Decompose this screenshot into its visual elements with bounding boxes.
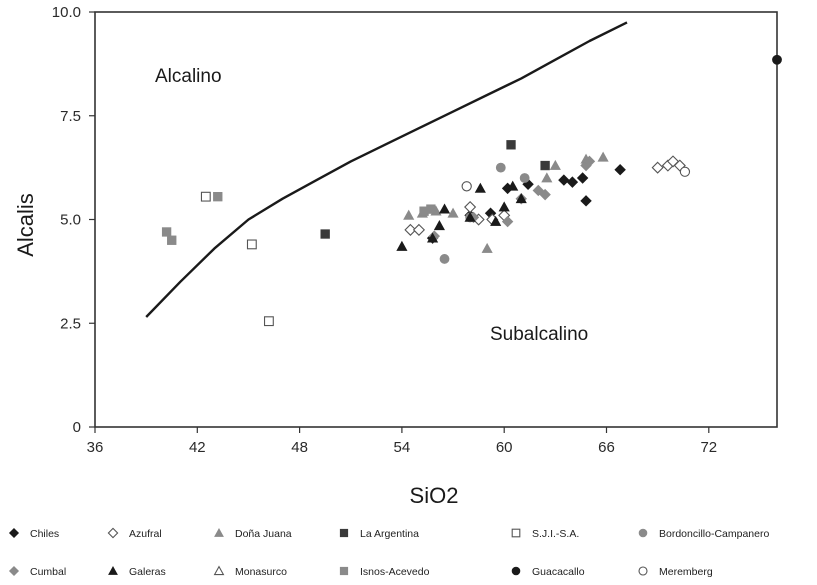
x-axis-title: SiO2 — [410, 483, 459, 508]
legend-marker-la-argentina — [339, 528, 349, 538]
x-tick-label: 72 — [700, 439, 717, 456]
point-galeras — [438, 203, 451, 214]
legend-marker-bordoncillo-campanero — [638, 528, 648, 538]
point-galeras — [396, 240, 408, 251]
legend-label-guacacallo: Guacacallo — [532, 566, 585, 578]
point-isnos-acevedo — [167, 235, 177, 245]
point-isnos-acevedo — [213, 192, 223, 202]
point-doña-juana — [481, 242, 493, 253]
legend-label-galeras: Galeras — [129, 566, 166, 578]
point-chiles — [614, 163, 626, 176]
point-azufral — [404, 223, 417, 236]
point-s-j-i-s-a- — [200, 191, 211, 202]
legend-marker-s-j-i-s-a- — [511, 528, 521, 538]
point-la-argentina — [320, 229, 330, 239]
point-azufral — [412, 223, 426, 236]
axis-ticks: 36 42 48 54 60 66 72 0 2.5 5.0 7.5 10.0 — [52, 4, 717, 456]
point-galeras — [515, 193, 527, 204]
alcalino-subalcalino-boundary — [145, 21, 628, 318]
point-azufral — [666, 155, 680, 168]
legend-marker-isnos-acevedo — [339, 566, 349, 576]
point-doña-juana — [447, 207, 459, 218]
x-tick-label: 54 — [394, 439, 411, 456]
point-doña-juana — [541, 172, 553, 183]
x-tick-label: 42 — [189, 439, 206, 456]
point-bordoncillo-campanero — [519, 173, 530, 183]
legend-label-chiles: Chiles — [30, 528, 59, 540]
y-tick-label: 2.5 — [60, 315, 81, 332]
point-s-j-i-s-a- — [246, 239, 257, 250]
point-galeras — [433, 220, 445, 231]
point-la-argentina — [506, 140, 516, 150]
point-doña-juana — [549, 159, 561, 170]
point-chiles — [576, 172, 589, 184]
legend-label-bordoncillo-campanero: Bordoncillo-Campanero — [659, 528, 769, 540]
x-tick-label: 36 — [87, 439, 104, 456]
point-chiles — [558, 174, 570, 186]
legend-marker-meremberg — [638, 566, 648, 576]
y-tick-label: 5.0 — [60, 212, 81, 229]
y-axis-title: Alcalis — [13, 193, 38, 257]
point-bordoncillo-campanero — [439, 254, 450, 264]
point-isnos-acevedo — [161, 227, 172, 237]
legend: Chiles Azufral Doña Juana La Argentina S.J.I… — [8, 527, 769, 578]
legend-marker-cumbal — [8, 565, 20, 577]
point-doña-juana — [403, 209, 415, 220]
point-cumbal — [501, 215, 514, 228]
point-s-j-i-s-a- — [263, 316, 274, 327]
boundary-line — [145, 21, 628, 318]
x-tick-label: 48 — [291, 439, 308, 456]
x-tick-label: 60 — [496, 439, 513, 456]
point-galeras — [490, 215, 502, 226]
point-galeras — [507, 180, 519, 191]
point-guacacallo — [772, 54, 782, 65]
point-galeras — [474, 182, 486, 193]
legend-label-monasurco: Monasurco — [235, 566, 287, 578]
point-chiles — [580, 195, 592, 207]
point-cumbal — [583, 155, 596, 168]
point-isnos-acevedo — [426, 204, 436, 214]
legend-label-meremberg: Meremberg — [659, 566, 713, 578]
point-meremberg — [461, 181, 472, 192]
point-meremberg — [679, 166, 691, 177]
y-tick-label: 10.0 — [52, 4, 81, 21]
point-galeras — [464, 211, 476, 222]
point-galeras — [498, 201, 510, 212]
legend-marker-azufral — [107, 527, 119, 539]
region-label-subalcalino: Subalcalino — [490, 324, 588, 345]
point-bordoncillo-campanero — [495, 162, 506, 173]
x-tick-label: 66 — [598, 439, 615, 456]
legend-label-s-j-i-s-a-: S.J.I.-S.A. — [532, 528, 579, 540]
legend-label-la-argentina: La Argentina — [360, 528, 419, 540]
legend-marker-chiles — [8, 527, 20, 539]
legend-label-azufral: Azufral — [129, 528, 162, 540]
point-chiles — [566, 176, 579, 188]
point-galeras — [427, 232, 439, 243]
legend-label-cumbal: Cumbal — [30, 566, 66, 578]
point-la-argentina — [540, 160, 550, 171]
legend-marker-guacacallo — [511, 566, 521, 576]
legend-label-isnos-acevedo: Isnos-Acevedo — [360, 566, 430, 578]
legend-label-doña-juana: Doña Juana — [235, 528, 292, 540]
legend-marker-galeras — [108, 565, 118, 575]
point-azufral — [464, 200, 477, 214]
y-tick-label: 0 — [73, 419, 81, 436]
data-points — [161, 54, 782, 327]
y-tick-label: 7.5 — [60, 108, 81, 125]
point-doña-juana — [597, 151, 609, 162]
point-cumbal — [539, 188, 551, 201]
legend-marker-monasurco — [213, 565, 225, 576]
legend-marker-doña-juana — [214, 527, 224, 537]
point-azufral — [651, 161, 664, 174]
region-label-alcalino: Alcalino — [155, 66, 222, 87]
